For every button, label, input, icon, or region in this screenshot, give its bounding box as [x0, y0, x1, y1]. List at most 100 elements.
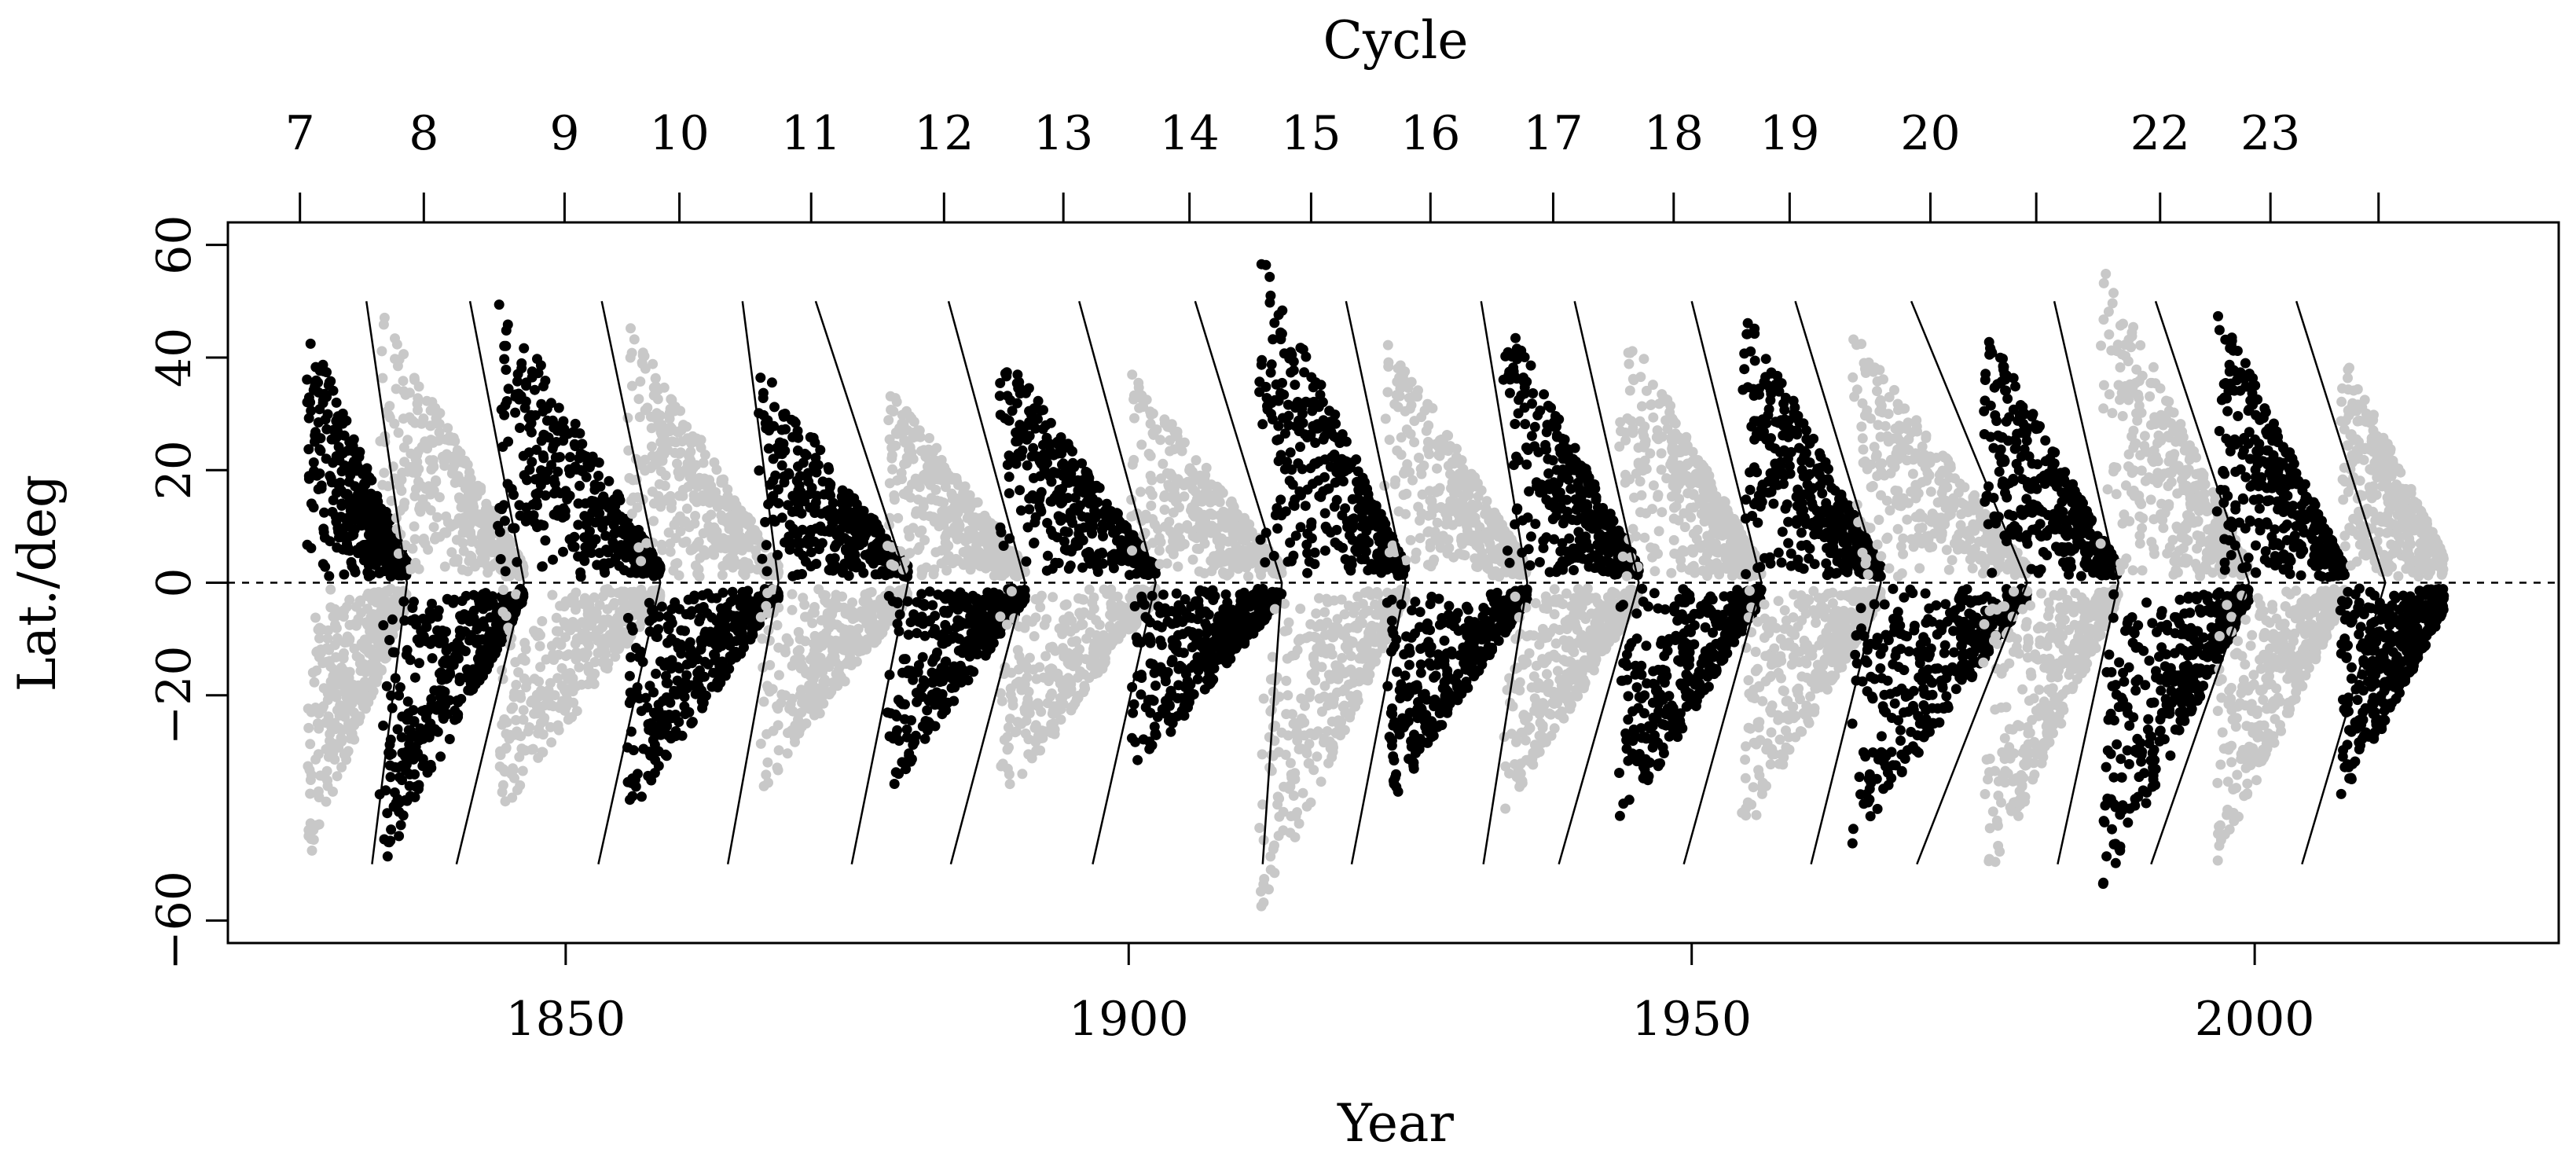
data-point — [558, 546, 568, 557]
data-point — [1017, 445, 1028, 456]
data-point — [650, 459, 661, 470]
data-point — [1166, 471, 1177, 481]
data-point — [1766, 367, 1777, 378]
data-point — [362, 494, 373, 505]
data-point — [1783, 431, 1794, 442]
data-point — [1136, 439, 1147, 450]
data-point — [531, 444, 542, 455]
data-point — [793, 539, 804, 550]
data-point — [1303, 430, 1314, 441]
data-point — [622, 413, 633, 424]
data-point — [1884, 563, 1895, 574]
data-point — [824, 527, 835, 538]
data-point — [1529, 421, 1540, 432]
data-point — [575, 571, 586, 582]
data-point — [914, 527, 925, 538]
data-point — [660, 470, 671, 481]
data-point — [398, 442, 409, 453]
data-point — [332, 523, 343, 534]
data-point — [1342, 464, 1353, 475]
data-point — [458, 515, 469, 526]
data-point — [1335, 472, 1346, 483]
data-point — [319, 507, 329, 518]
data-point — [455, 475, 466, 486]
data-point — [952, 475, 962, 486]
data-point — [383, 409, 394, 420]
data-point — [838, 565, 849, 576]
data-point — [1789, 402, 1800, 413]
data-point — [448, 455, 459, 466]
data-point — [1053, 558, 1064, 568]
data-point — [331, 397, 342, 408]
data-point — [1418, 461, 1429, 471]
data-point — [812, 490, 823, 501]
data-point — [1673, 515, 1684, 526]
data-point — [1352, 494, 1363, 504]
data-point — [495, 554, 506, 564]
data-point — [398, 413, 409, 424]
data-point — [1745, 484, 1756, 495]
data-point — [1042, 518, 1053, 528]
data-point — [754, 408, 765, 419]
data-point — [809, 508, 820, 519]
data-point — [308, 457, 319, 468]
data-point — [1331, 524, 1342, 535]
data-point — [917, 567, 928, 578]
data-point — [1454, 548, 1465, 559]
data-point — [694, 571, 705, 582]
data-point — [379, 468, 390, 479]
data-point — [1504, 387, 1515, 398]
data-point — [1077, 458, 1088, 469]
data-point — [343, 521, 354, 532]
data-point — [409, 521, 420, 532]
data-point — [1161, 558, 1172, 569]
data-point — [1260, 557, 1271, 568]
data-point — [343, 476, 354, 487]
data-point — [1763, 409, 1774, 420]
data-point — [1401, 488, 1412, 499]
data-point — [911, 431, 922, 442]
data-point — [537, 561, 548, 572]
data-point — [1037, 439, 1048, 450]
data-point — [470, 561, 480, 572]
data-point — [1159, 414, 1170, 425]
data-point — [1624, 347, 1635, 358]
data-point — [363, 530, 374, 541]
data-point — [371, 547, 382, 558]
data-point — [892, 475, 903, 486]
data-point — [625, 352, 636, 363]
data-point — [512, 376, 523, 387]
data-point — [1384, 435, 1395, 446]
data-point — [318, 523, 329, 534]
data-point — [575, 465, 586, 475]
data-point — [774, 437, 785, 448]
data-point — [1645, 448, 1656, 459]
data-point — [1738, 557, 1749, 568]
data-point — [442, 423, 453, 434]
data-point — [340, 513, 351, 524]
data-point — [527, 457, 538, 468]
data-point — [1255, 534, 1266, 545]
data-point — [1131, 568, 1142, 579]
data-point — [409, 372, 420, 383]
data-point — [1880, 420, 1891, 431]
data-point — [329, 434, 340, 445]
data-point — [1538, 542, 1549, 553]
data-point — [1525, 531, 1536, 542]
data-point — [689, 518, 700, 529]
data-point — [1892, 571, 1903, 582]
data-point — [1135, 486, 1146, 497]
data-point — [1206, 566, 1217, 577]
data-point — [745, 563, 756, 574]
data-point — [834, 536, 845, 547]
data-point — [873, 523, 884, 534]
data-point — [1621, 571, 1632, 582]
data-point — [956, 532, 967, 543]
data-point — [1473, 491, 1484, 502]
data-point — [1763, 380, 1773, 391]
data-point — [763, 443, 774, 454]
data-point — [1591, 522, 1602, 533]
data-point — [412, 450, 423, 461]
data-point — [648, 382, 659, 393]
